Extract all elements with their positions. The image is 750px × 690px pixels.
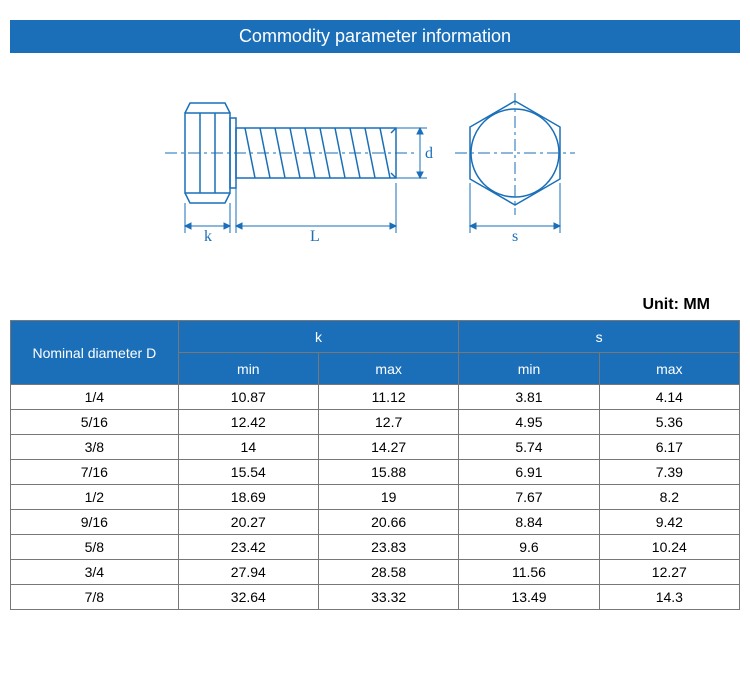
cell-k_min: 23.42 bbox=[178, 535, 318, 560]
dim-label-l: L bbox=[310, 228, 320, 245]
table-row: 5/823.4223.839.610.24 bbox=[11, 535, 740, 560]
cell-s_min: 6.91 bbox=[459, 460, 599, 485]
table-row: 1/410.8711.123.814.14 bbox=[11, 385, 740, 410]
cell-d: 7/16 bbox=[11, 460, 179, 485]
cell-d: 5/16 bbox=[11, 410, 179, 435]
cell-s_min: 3.81 bbox=[459, 385, 599, 410]
col-group-s: s bbox=[459, 321, 740, 353]
cell-d: 1/4 bbox=[11, 385, 179, 410]
cell-d: 9/16 bbox=[11, 510, 179, 535]
bolt-diagram-svg: k L d s bbox=[155, 93, 595, 273]
cell-s_max: 6.17 bbox=[599, 435, 739, 460]
cell-k_min: 20.27 bbox=[178, 510, 318, 535]
cell-s_min: 13.49 bbox=[459, 585, 599, 610]
table-row: 3/81414.275.746.17 bbox=[11, 435, 740, 460]
col-k-max: max bbox=[318, 353, 458, 385]
table-row: 1/218.69197.678.2 bbox=[11, 485, 740, 510]
cell-s_min: 4.95 bbox=[459, 410, 599, 435]
cell-s_min: 8.84 bbox=[459, 510, 599, 535]
cell-s_max: 4.14 bbox=[599, 385, 739, 410]
cell-k_max: 28.58 bbox=[318, 560, 458, 585]
cell-s_max: 8.2 bbox=[599, 485, 739, 510]
cell-s_max: 10.24 bbox=[599, 535, 739, 560]
cell-s_max: 5.36 bbox=[599, 410, 739, 435]
cell-k_min: 12.42 bbox=[178, 410, 318, 435]
cell-d: 5/8 bbox=[11, 535, 179, 560]
cell-s_min: 7.67 bbox=[459, 485, 599, 510]
cell-s_max: 7.39 bbox=[599, 460, 739, 485]
dim-label-d: d bbox=[425, 145, 433, 162]
dim-label-s: s bbox=[512, 228, 518, 245]
cell-k_max: 14.27 bbox=[318, 435, 458, 460]
table-head: Nominal diameter D k s min max min max bbox=[11, 321, 740, 385]
cell-d: 7/8 bbox=[11, 585, 179, 610]
table-row: 7/1615.5415.886.917.39 bbox=[11, 460, 740, 485]
cell-k_max: 15.88 bbox=[318, 460, 458, 485]
cell-k_max: 19 bbox=[318, 485, 458, 510]
cell-d: 3/8 bbox=[11, 435, 179, 460]
col-k-min: min bbox=[178, 353, 318, 385]
parameter-table: Nominal diameter D k s min max min max 1… bbox=[10, 320, 740, 610]
cell-k_max: 23.83 bbox=[318, 535, 458, 560]
col-group-k: k bbox=[178, 321, 459, 353]
cell-k_max: 20.66 bbox=[318, 510, 458, 535]
table-row: 5/1612.4212.74.955.36 bbox=[11, 410, 740, 435]
cell-k_max: 33.32 bbox=[318, 585, 458, 610]
cell-s_min: 11.56 bbox=[459, 560, 599, 585]
cell-s_max: 12.27 bbox=[599, 560, 739, 585]
table-row: 9/1620.2720.668.849.42 bbox=[11, 510, 740, 535]
cell-k_min: 15.54 bbox=[178, 460, 318, 485]
unit-label: Unit: MM bbox=[0, 296, 750, 320]
cell-k_max: 11.12 bbox=[318, 385, 458, 410]
cell-d: 3/4 bbox=[11, 560, 179, 585]
table-body: 1/410.8711.123.814.145/1612.4212.74.955.… bbox=[11, 385, 740, 610]
col-nominal-d: Nominal diameter D bbox=[11, 321, 179, 385]
cell-s_min: 9.6 bbox=[459, 535, 599, 560]
cell-s_max: 9.42 bbox=[599, 510, 739, 535]
cell-k_min: 14 bbox=[178, 435, 318, 460]
cell-k_min: 27.94 bbox=[178, 560, 318, 585]
cell-k_max: 12.7 bbox=[318, 410, 458, 435]
dim-label-k: k bbox=[204, 228, 212, 245]
table-row: 3/427.9428.5811.5612.27 bbox=[11, 560, 740, 585]
bolt-diagram: k L d s bbox=[0, 53, 750, 296]
col-s-min: min bbox=[459, 353, 599, 385]
table-row: 7/832.6433.3213.4914.3 bbox=[11, 585, 740, 610]
cell-k_min: 18.69 bbox=[178, 485, 318, 510]
col-s-max: max bbox=[599, 353, 739, 385]
cell-k_min: 32.64 bbox=[178, 585, 318, 610]
cell-d: 1/2 bbox=[11, 485, 179, 510]
cell-s_max: 14.3 bbox=[599, 585, 739, 610]
cell-s_min: 5.74 bbox=[459, 435, 599, 460]
header-title-bar: Commodity parameter information bbox=[10, 20, 740, 53]
cell-k_min: 10.87 bbox=[178, 385, 318, 410]
